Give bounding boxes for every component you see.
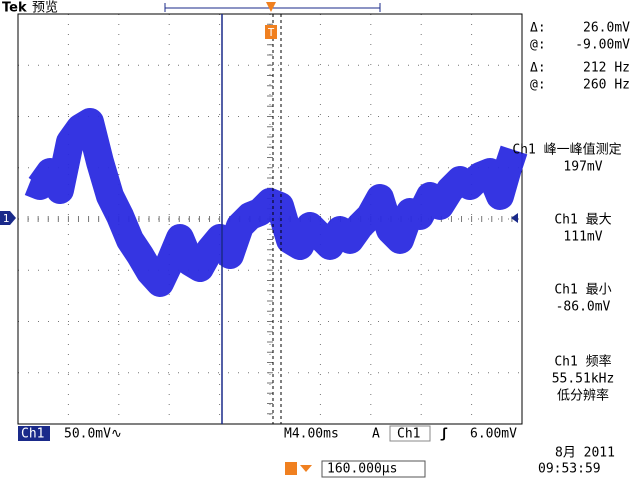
trigger-pos-icon-2: [285, 462, 297, 475]
measurement-note: 低分辨率: [557, 388, 609, 404]
cursor-value: -9.00mV: [575, 38, 630, 53]
cursor-label: Δ:: [530, 21, 546, 36]
status-trigger-level: 6.00mV: [470, 427, 517, 442]
measurement-title: Ch1 最大: [554, 213, 611, 228]
status-trigger-source: Ch1: [397, 427, 420, 442]
measurement-title: Ch1 频率: [554, 354, 611, 370]
status-timebase: M4.00ms: [284, 427, 339, 442]
trigger-marker-bg: [265, 25, 277, 39]
measurement-value: 55.51kHz: [552, 372, 615, 387]
measurement-title: Ch1 最小: [554, 283, 611, 298]
trigger-pos-arrow: [300, 465, 312, 472]
trigger-pos-icon: [266, 2, 276, 12]
brand: Tek: [2, 1, 27, 16]
trigger-marker: T: [268, 26, 275, 39]
mode: 预览: [32, 0, 58, 16]
cursor-label: Δ:: [530, 61, 546, 76]
cursor-label: @:: [530, 38, 546, 53]
measurement-value: 111mV: [563, 230, 602, 245]
cursor-value: 212 Hz: [583, 61, 630, 76]
measurement-value: 197mV: [563, 160, 602, 175]
date: 8月 2011: [555, 446, 615, 461]
measurement-value: -86.0mV: [556, 300, 611, 315]
status-scale: 50.0mV∿: [64, 427, 122, 442]
readout-panel: Δ: 26.0mV @: -9.00mV Δ: 212 Hz @: 260 Hz Ch1 峰一峰…: [512, 21, 630, 404]
trigger-position-box: [321, 460, 426, 478]
trigger-level-marker: [511, 213, 518, 223]
measurement-title: Ch1 峰一峰值测定: [512, 142, 621, 158]
graticule-border: [17, 13, 523, 425]
cursor-value: 26.0mV: [583, 21, 630, 36]
cursor-label: @:: [530, 78, 546, 93]
cursor-value: 260 Hz: [583, 78, 630, 93]
time: 09:53:59: [538, 462, 601, 477]
status-trigger-mode: A: [372, 427, 380, 442]
channel-badge: [18, 426, 50, 441]
source-box: [389, 425, 431, 442]
trigger-position: 160.000µs: [327, 462, 397, 477]
channel-marker: 1: [3, 212, 10, 225]
waveform: [24, 108, 528, 297]
status-channel: Ch1: [21, 427, 44, 442]
status-trigger-slope: ʃ: [440, 427, 448, 442]
channel-marker-bg: [0, 211, 16, 225]
